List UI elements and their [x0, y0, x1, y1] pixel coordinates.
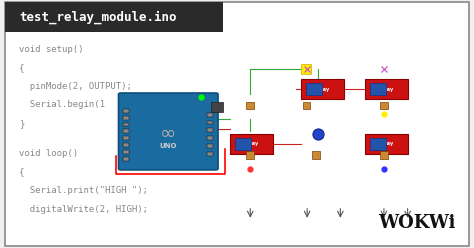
- Text: Relay: Relay: [379, 141, 394, 146]
- Text: void loop(): void loop(): [19, 149, 78, 158]
- Text: Serial.print("HIGH ");: Serial.print("HIGH ");: [19, 186, 148, 195]
- Bar: [207, 136, 213, 140]
- Bar: [246, 151, 254, 159]
- Bar: [123, 150, 129, 154]
- Bar: [370, 83, 386, 95]
- Bar: [123, 129, 129, 133]
- Bar: [306, 83, 322, 95]
- Bar: [211, 102, 223, 112]
- Bar: [123, 143, 129, 147]
- Bar: [123, 136, 129, 140]
- Bar: [207, 128, 213, 132]
- Text: {: {: [19, 63, 24, 72]
- Text: test_relay_module.ino: test_relay_module.ino: [19, 10, 176, 24]
- Text: Relay: Relay: [315, 87, 330, 92]
- Text: Relay: Relay: [379, 87, 394, 92]
- Bar: [246, 102, 254, 109]
- FancyBboxPatch shape: [118, 93, 218, 170]
- Bar: [5, 2, 223, 32]
- Bar: [123, 109, 129, 113]
- Text: pinMode(2, OUTPUT);: pinMode(2, OUTPUT);: [19, 82, 132, 91]
- Bar: [380, 102, 388, 109]
- Text: void setup(): void setup(): [19, 45, 83, 54]
- Bar: [207, 144, 213, 148]
- Bar: [312, 151, 320, 159]
- Bar: [365, 79, 408, 99]
- Text: Serial.begin(1: Serial.begin(1: [19, 100, 105, 109]
- Text: ∞: ∞: [160, 124, 176, 143]
- Bar: [123, 116, 129, 120]
- Bar: [207, 113, 213, 117]
- Bar: [303, 102, 310, 109]
- Text: Relay: Relay: [244, 141, 259, 146]
- Bar: [207, 152, 213, 156]
- Bar: [123, 157, 129, 161]
- Bar: [123, 123, 129, 126]
- Bar: [207, 121, 213, 124]
- Bar: [301, 79, 344, 99]
- Bar: [365, 134, 408, 154]
- Text: digitalWrite(2, HIGH);: digitalWrite(2, HIGH);: [19, 205, 148, 214]
- Bar: [370, 138, 386, 150]
- Bar: [380, 151, 388, 159]
- Bar: [235, 138, 251, 150]
- Text: WOKWi: WOKWi: [378, 214, 456, 232]
- Text: {: {: [19, 167, 24, 176]
- Text: UNO: UNO: [160, 143, 177, 149]
- Bar: [230, 134, 273, 154]
- Text: }: }: [19, 119, 24, 128]
